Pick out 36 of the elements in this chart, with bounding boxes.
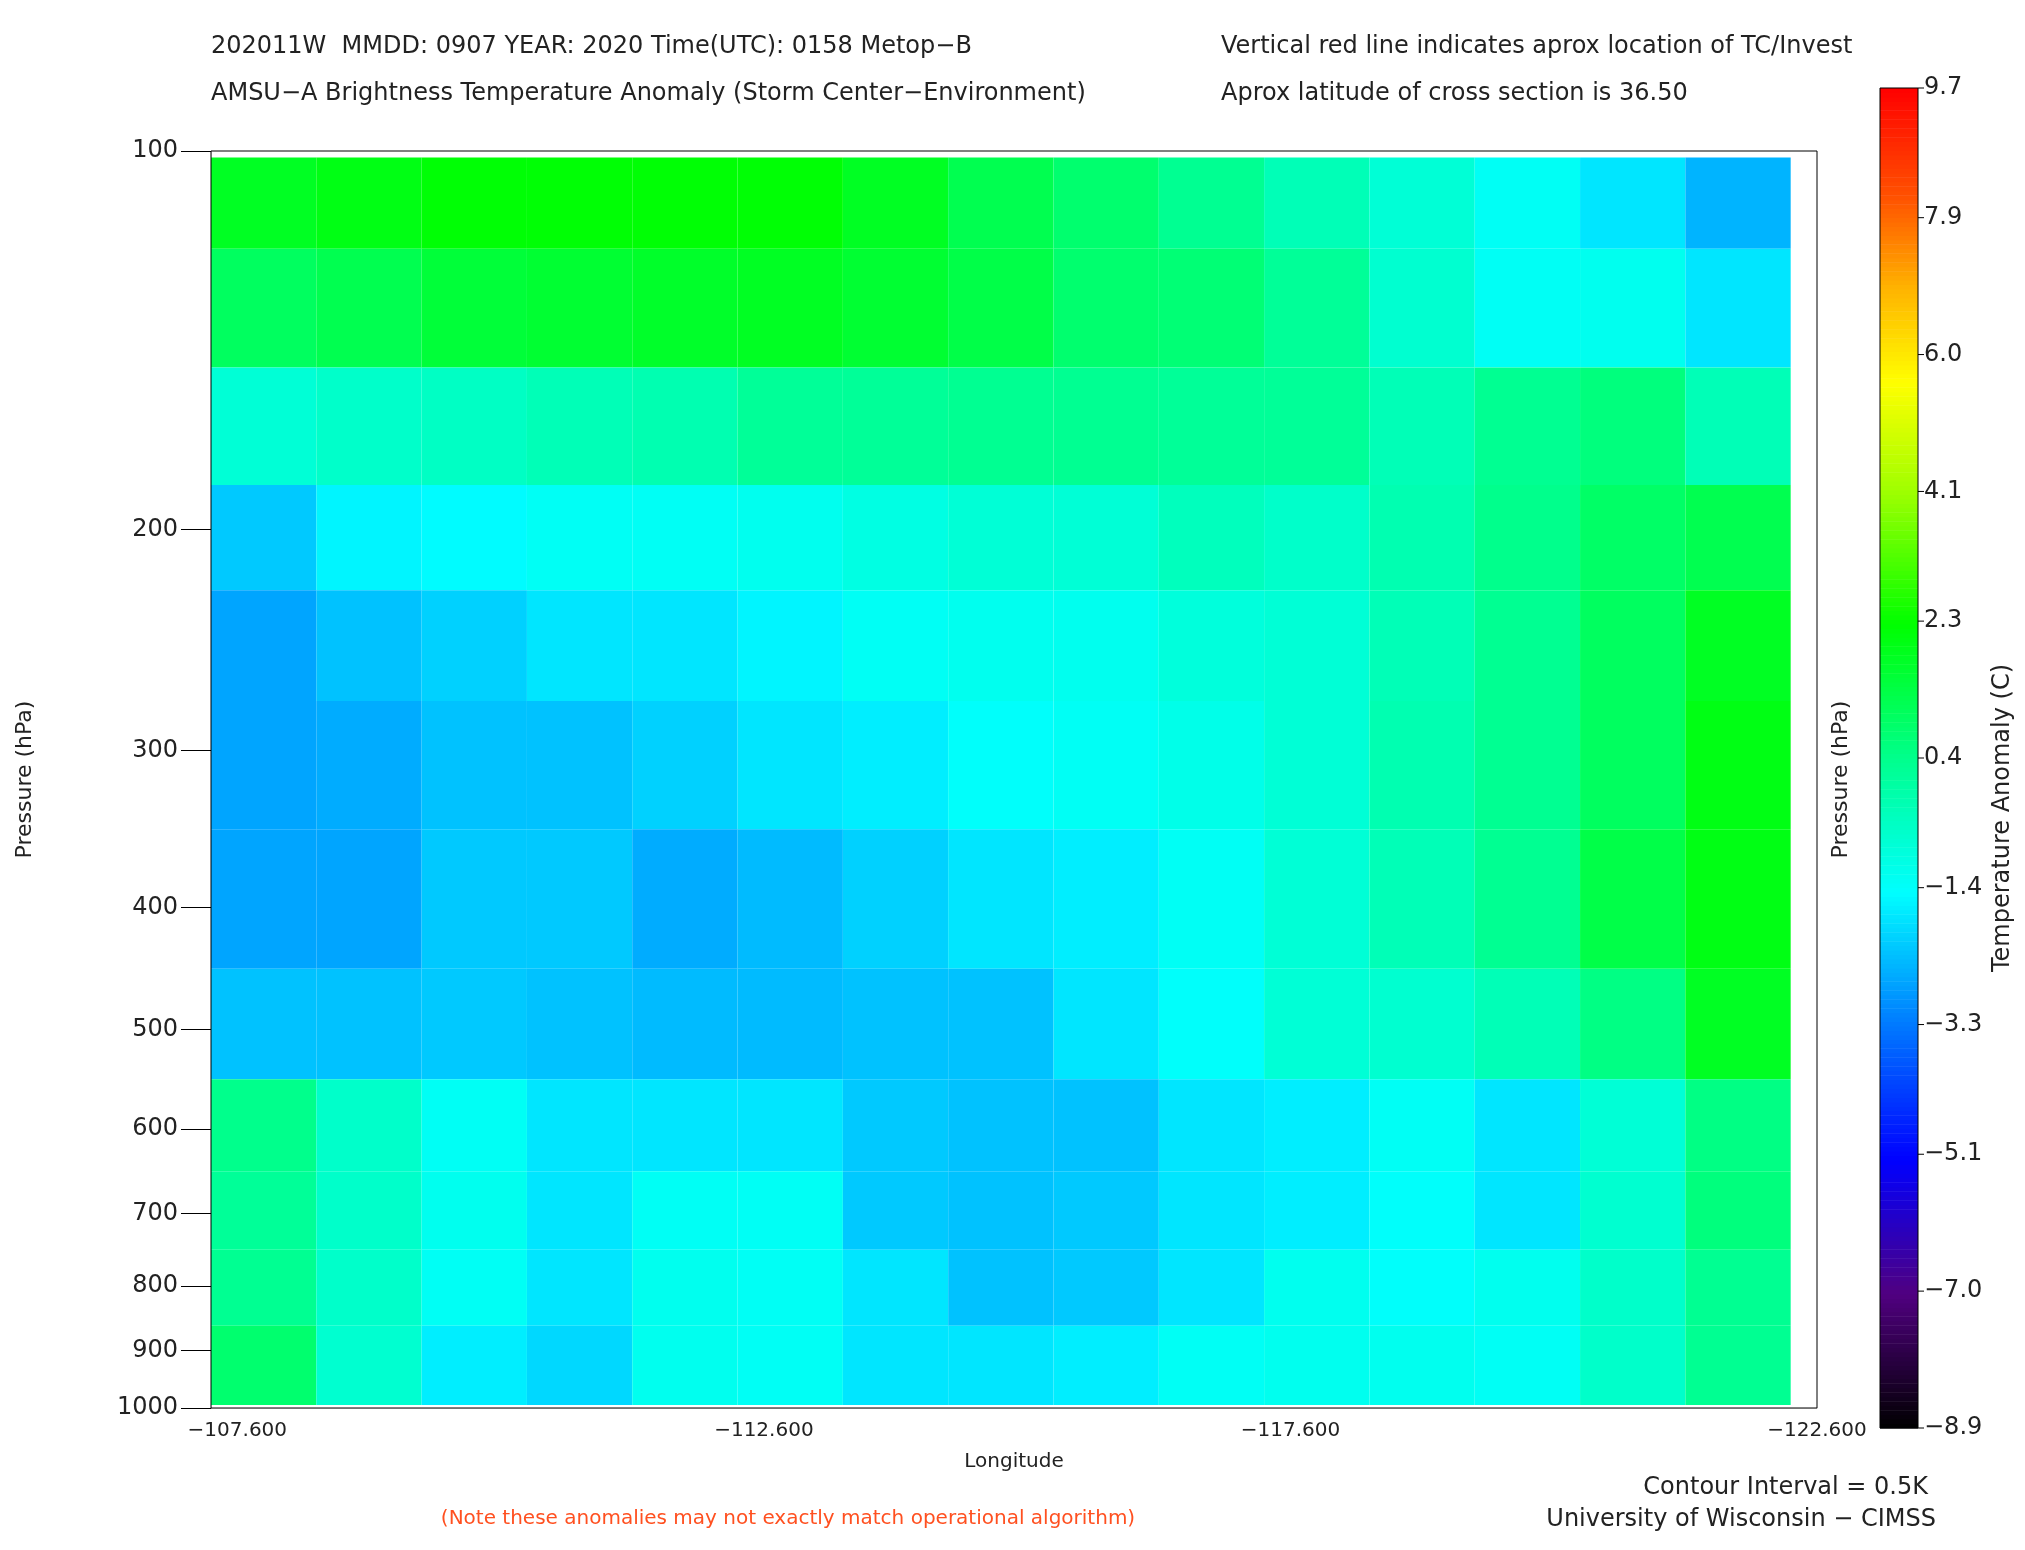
x-tick-label: −122.600	[1767, 1417, 1867, 1442]
y-tick-label: 500	[132, 1013, 178, 1042]
x-axis-title: Longitude	[964, 1448, 1064, 1473]
y-tick-label: 900	[132, 1334, 178, 1363]
color-bar-label: −7.0	[1924, 1275, 1983, 1304]
y-axis-title: Pressure (hPa)	[10, 700, 36, 859]
chart-title: 202011W MMDD: 0907 YEAR: 2020 Time(UTC): 0158 Metop−B	[211, 31, 972, 59]
color-bar-label: −5.1	[1924, 1138, 1983, 1167]
color-bar-label: −1.4	[1924, 871, 1983, 900]
text: (Note these anomalies may not exactly match operational algorithm)	[440, 1505, 1136, 1529]
text: Contour Interval = 0.5K	[1643, 1472, 1930, 1500]
color-bar-label: 7.9	[1924, 201, 1963, 230]
color-bar-label: 4.1	[1924, 475, 1963, 504]
color-bar-label: 0.4	[1924, 742, 1963, 771]
y-tick-label: 800	[132, 1270, 178, 1299]
chart-subtitle: AMSU−A Brightness Temperature Anomaly (Storm Center−Environment)	[211, 78, 1086, 106]
color-bar-label: 9.7	[1924, 72, 1963, 101]
y2-axis-title: Pressure (hPa)	[1827, 700, 1852, 859]
color-bar-label: 2.3	[1924, 605, 1963, 634]
y-tick-label: 100	[132, 135, 178, 164]
text: Vertical red line indicates aprox location of TC/Invest	[1221, 31, 1853, 59]
text: Aprox latitude of cross section is 36.50	[1221, 78, 1688, 106]
color-bar-label: −3.3	[1924, 1008, 1983, 1037]
x-tick-label: −112.600	[714, 1417, 814, 1442]
y-tick-label: 600	[132, 1113, 178, 1142]
y-tick-label: 300	[132, 734, 178, 763]
color-bar-title: Temperature Anomaly (C)	[1987, 663, 2016, 974]
color-bar-label: −8.9	[1924, 1412, 1983, 1441]
y-tick-label: 1000	[116, 1392, 178, 1421]
x-tick-label: −107.600	[187, 1417, 288, 1442]
y-tick-label: 700	[132, 1197, 178, 1226]
y-tick-label: 200	[132, 513, 178, 542]
x-tick-label: −117.600	[1240, 1417, 1341, 1442]
color-bar-label: 6.0	[1924, 338, 1963, 367]
y-tick-label: 400	[132, 892, 178, 921]
text: University of Wisconsin − CIMSS	[1546, 1504, 1936, 1532]
